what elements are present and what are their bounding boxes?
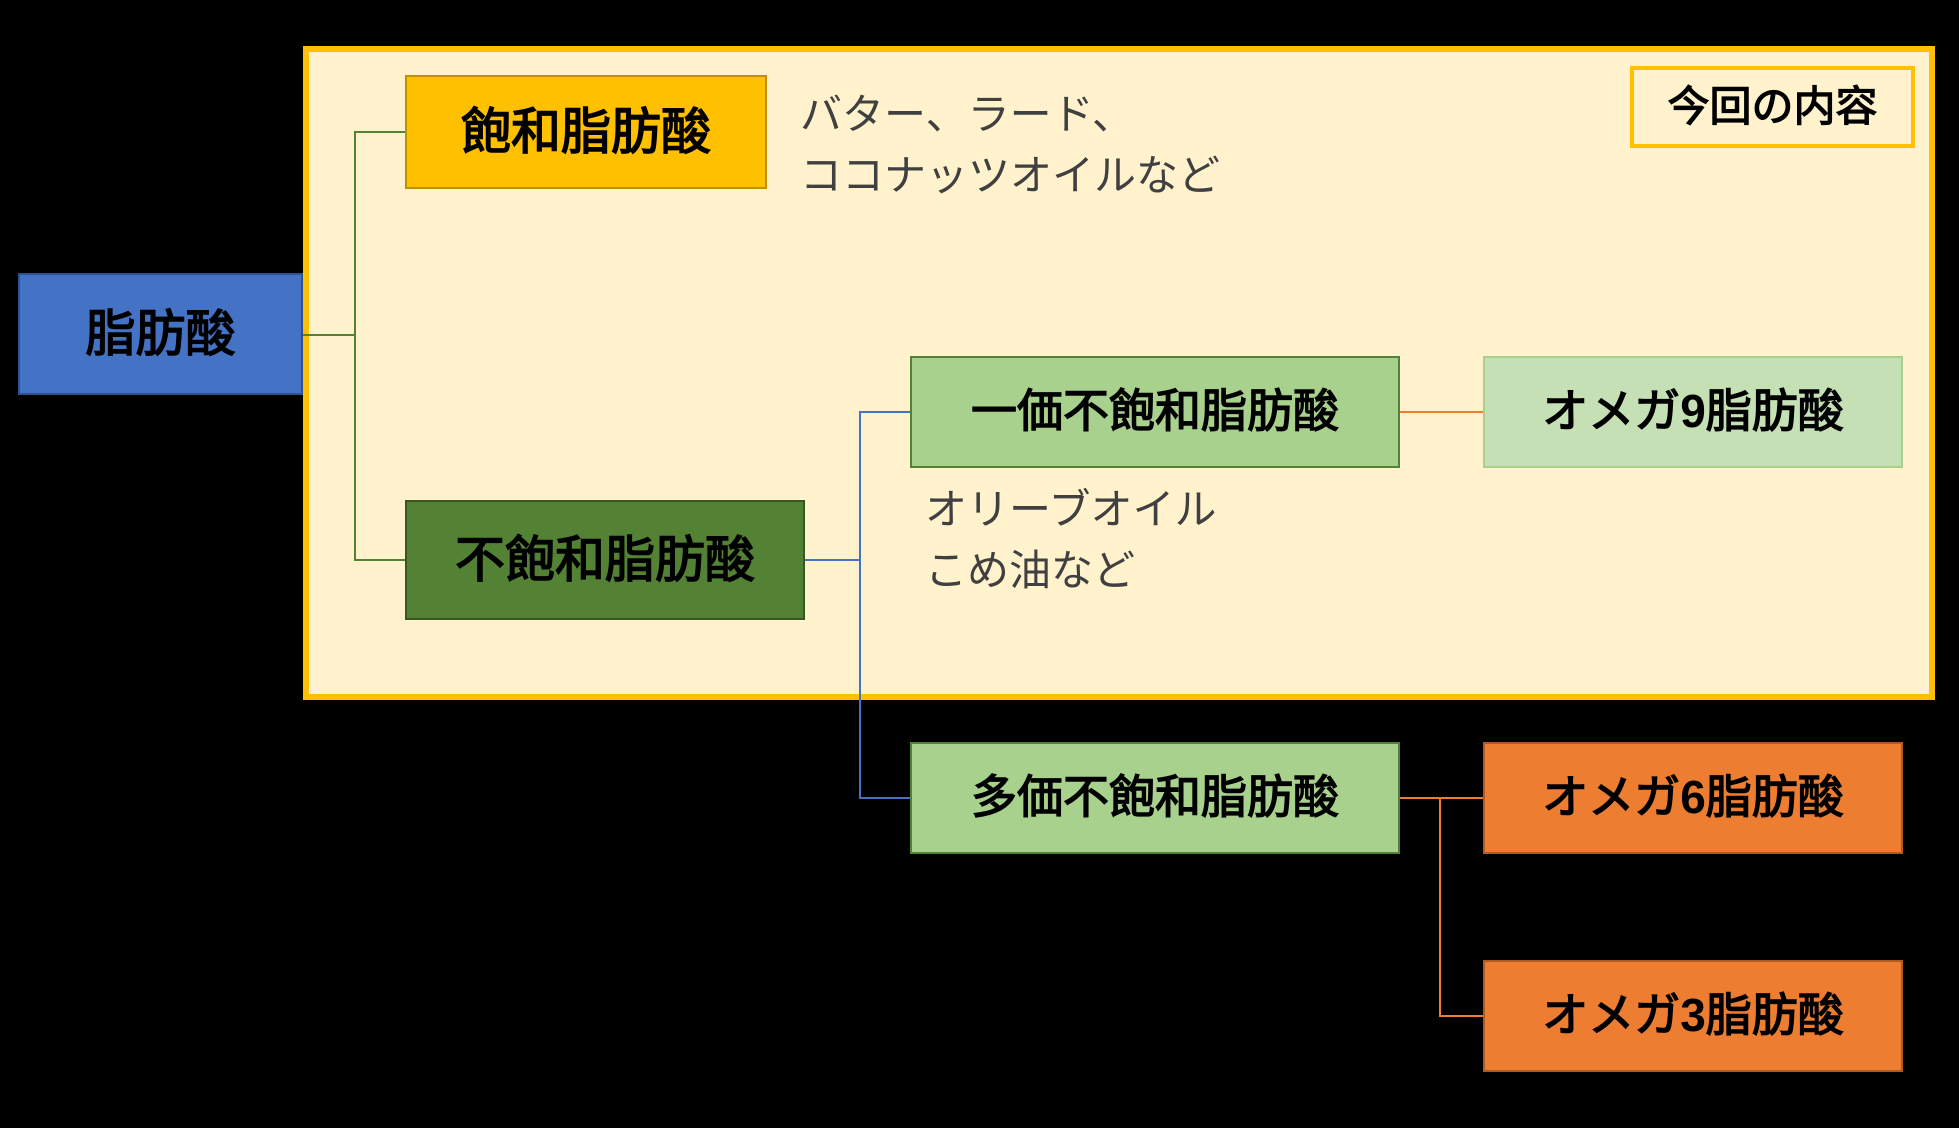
node-omega3: オメガ3脂肪酸 — [1483, 960, 1903, 1072]
note-mono-examples: オリーブオイル こめ油など — [925, 480, 1216, 602]
node-omega6: オメガ6脂肪酸 — [1483, 742, 1903, 854]
node-monounsaturated: 一価不飽和脂肪酸 — [910, 356, 1400, 468]
connector-poly-to-omega3 — [1400, 798, 1483, 1016]
node-polyunsaturated: 多価不飽和脂肪酸 — [910, 742, 1400, 854]
node-unsaturated: 不飽和脂肪酸 — [405, 500, 805, 620]
note-saturated-examples: バター、ラード、 ココナッツオイルなど — [800, 85, 1220, 207]
node-saturated: 飽和脂肪酸 — [405, 75, 767, 189]
diagram-stage: 今回の内容 脂肪酸 飽和脂肪酸 不飽和脂肪酸 一価不飽和脂肪酸 多価不飽和脂肪酸… — [0, 0, 1959, 1128]
legend-label: 今回の内容 — [1630, 66, 1915, 148]
node-fatty-acid: 脂肪酸 — [18, 273, 303, 395]
node-omega9: オメガ9脂肪酸 — [1483, 356, 1903, 468]
